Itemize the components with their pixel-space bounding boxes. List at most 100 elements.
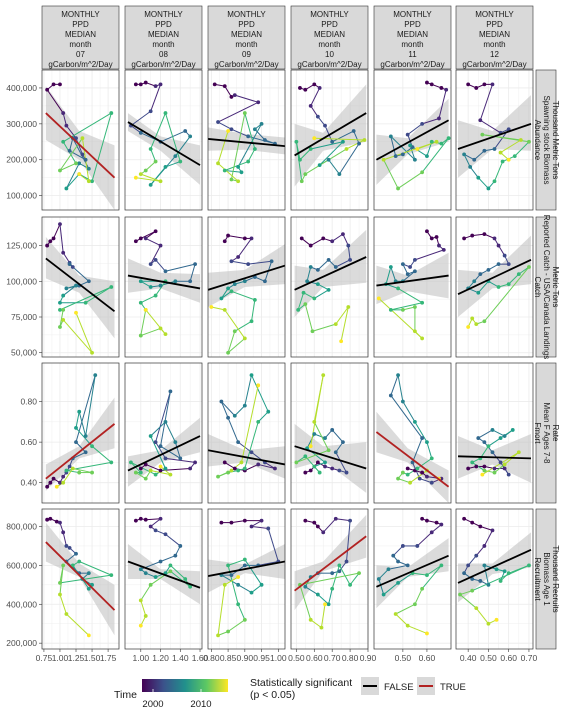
data-point — [86, 571, 91, 576]
data-point — [301, 290, 306, 295]
time-path-segment — [310, 105, 319, 117]
data-point — [474, 86, 479, 90]
data-point — [138, 470, 143, 475]
column-strip-label: 11 — [408, 50, 417, 59]
data-point — [323, 602, 327, 607]
panel-border — [207, 362, 286, 504]
column-strip-label: month — [483, 40, 505, 49]
time-path-segment — [234, 405, 246, 417]
time-path-segment — [342, 233, 349, 246]
column-strip-label: PPD — [155, 20, 172, 29]
time-path-segment — [414, 249, 444, 261]
time-path-segment — [421, 565, 442, 590]
panel-content — [208, 518, 285, 638]
data-point — [400, 544, 405, 548]
data-point — [480, 132, 485, 137]
data-point — [330, 571, 335, 576]
data-point — [527, 563, 531, 568]
time-path-segment — [65, 125, 77, 139]
data-point — [303, 302, 308, 307]
data-point — [323, 464, 327, 469]
time-path-segment — [459, 590, 473, 596]
panel-border — [124, 216, 203, 358]
data-point — [222, 460, 227, 465]
column-strip-label: PPD — [238, 20, 255, 29]
data-point — [239, 170, 244, 175]
x-tick-label: 0.85 — [220, 653, 237, 663]
data-point — [439, 522, 444, 527]
data-point — [381, 592, 386, 597]
y-tick-label: 75,000 — [11, 312, 37, 322]
time-path-segment — [397, 572, 413, 584]
time-path-segment — [395, 603, 416, 615]
x-tick-label: 1.00 — [52, 653, 69, 663]
time-path-segment — [244, 559, 262, 586]
time-path-segment — [331, 233, 344, 242]
data-point — [478, 272, 483, 277]
time-path-segment — [480, 526, 493, 531]
panel — [124, 216, 203, 358]
data-point — [482, 563, 487, 568]
time-path-segment — [224, 309, 246, 339]
trend-line — [457, 259, 532, 295]
time-path-segment — [331, 565, 340, 589]
panel-content — [127, 80, 201, 187]
time-path-segment — [75, 441, 86, 453]
data-point — [226, 233, 230, 238]
data-point — [482, 82, 487, 87]
data-point — [492, 179, 497, 184]
panel-border — [290, 216, 369, 358]
panel-content — [294, 514, 367, 630]
x-tick-label: 1.00 — [270, 653, 287, 663]
data-point — [158, 516, 163, 521]
data-point — [138, 623, 143, 628]
data-point — [506, 157, 511, 162]
y-tick-label: 600,000 — [6, 560, 37, 570]
time-path-segment — [155, 391, 171, 443]
data-point — [462, 152, 467, 157]
time-path-segment — [397, 287, 423, 304]
data-point — [236, 582, 241, 587]
confidence-band — [376, 252, 449, 305]
data-point — [376, 296, 381, 301]
data-point — [474, 553, 479, 558]
time-path-segment — [314, 289, 329, 299]
time-path-segment — [412, 572, 428, 576]
panel-content — [127, 229, 201, 338]
time-path-segment — [237, 604, 246, 621]
data-point — [58, 222, 62, 227]
column-strip-label: gCarbon/m^2/Day — [380, 60, 444, 69]
y-tick-label: 200,000 — [6, 638, 37, 648]
data-point — [482, 319, 487, 324]
data-point — [413, 269, 417, 274]
x-tick-label: 1.40 — [172, 653, 189, 663]
x-tick-label: 0.60 — [306, 653, 323, 663]
time-path-segment — [228, 235, 245, 239]
data-point — [413, 602, 417, 607]
data-point — [236, 165, 241, 169]
time-path-segment — [417, 457, 433, 469]
data-point — [48, 480, 53, 485]
data-point — [158, 468, 163, 473]
data-point — [478, 524, 483, 529]
time-path-segment — [145, 309, 166, 335]
data-point — [413, 157, 417, 162]
data-point — [494, 567, 499, 572]
time-path-segment — [53, 223, 61, 239]
data-point — [61, 111, 66, 115]
column-strip-label: gCarbon/m^2/Day — [214, 60, 278, 69]
data-point — [216, 161, 220, 166]
data-point — [216, 120, 220, 124]
time-path-segment — [140, 173, 161, 182]
data-point — [148, 182, 153, 187]
y-tick-label: 125,000 — [6, 241, 37, 251]
data-point — [518, 138, 523, 142]
data-point — [527, 139, 531, 144]
data-point — [64, 612, 69, 616]
data-point — [148, 582, 153, 587]
time-path-segment — [494, 161, 504, 182]
panel-border — [290, 362, 369, 504]
data-point — [163, 419, 168, 424]
data-point — [58, 580, 62, 585]
data-point — [153, 575, 158, 579]
